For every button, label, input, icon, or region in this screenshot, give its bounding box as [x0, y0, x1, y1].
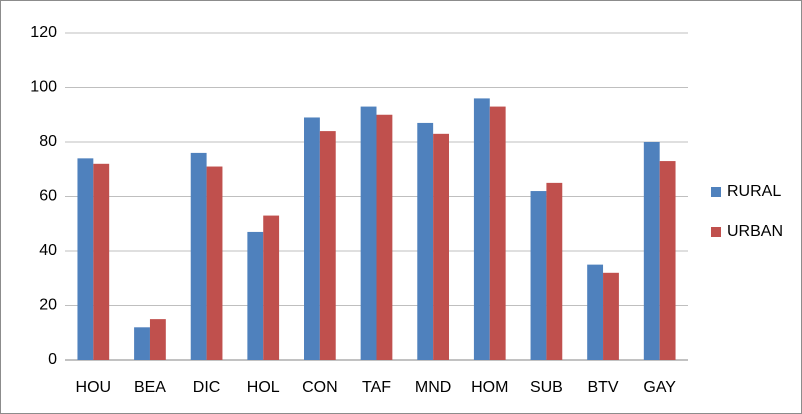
- x-tick-label: SUB: [530, 379, 563, 396]
- legend-swatch: [711, 227, 721, 237]
- bar: [247, 231, 264, 360]
- bar: [263, 215, 280, 360]
- legend-label: URBAN: [727, 223, 783, 240]
- bar: [643, 142, 660, 360]
- x-tick-label: MND: [415, 379, 451, 396]
- x-tick-label: CON: [302, 379, 338, 396]
- x-tick-label: GAY: [643, 379, 676, 396]
- x-tick-label: HOL: [247, 379, 280, 396]
- x-tick-label: DIC: [193, 379, 221, 396]
- x-tick-label: HOM: [471, 379, 508, 396]
- bar: [433, 133, 449, 360]
- y-tick-label: 40: [39, 242, 57, 259]
- bar: [304, 117, 320, 360]
- bar: [546, 182, 563, 360]
- bar: [93, 163, 110, 360]
- bar: [530, 191, 547, 360]
- bar: [376, 114, 393, 360]
- bar: [417, 122, 434, 360]
- y-tick-label: 60: [39, 188, 57, 205]
- bar: [77, 158, 94, 360]
- x-tick-label: TAF: [362, 379, 391, 396]
- legend-label: RURAL: [727, 183, 781, 200]
- y-tick-label: 0: [48, 351, 57, 368]
- bar: [360, 106, 377, 360]
- bar: [134, 327, 150, 360]
- x-tick-label: BTV: [587, 379, 618, 396]
- y-tick-label: 120: [30, 24, 57, 41]
- bar: [190, 152, 207, 360]
- x-tick-label: HOU: [76, 379, 112, 396]
- legend-swatch: [711, 187, 721, 197]
- y-tick-label: 20: [39, 297, 57, 314]
- bar: [473, 98, 490, 361]
- bar: [206, 166, 223, 360]
- x-tick-label: BEA: [134, 379, 166, 396]
- bar: [489, 106, 506, 360]
- bar: [659, 161, 676, 360]
- bar: [319, 131, 336, 360]
- y-tick-label: 80: [39, 133, 57, 150]
- y-tick-label: 100: [30, 79, 57, 96]
- bar: [587, 264, 604, 360]
- bar: [603, 272, 619, 360]
- bar: [149, 319, 166, 360]
